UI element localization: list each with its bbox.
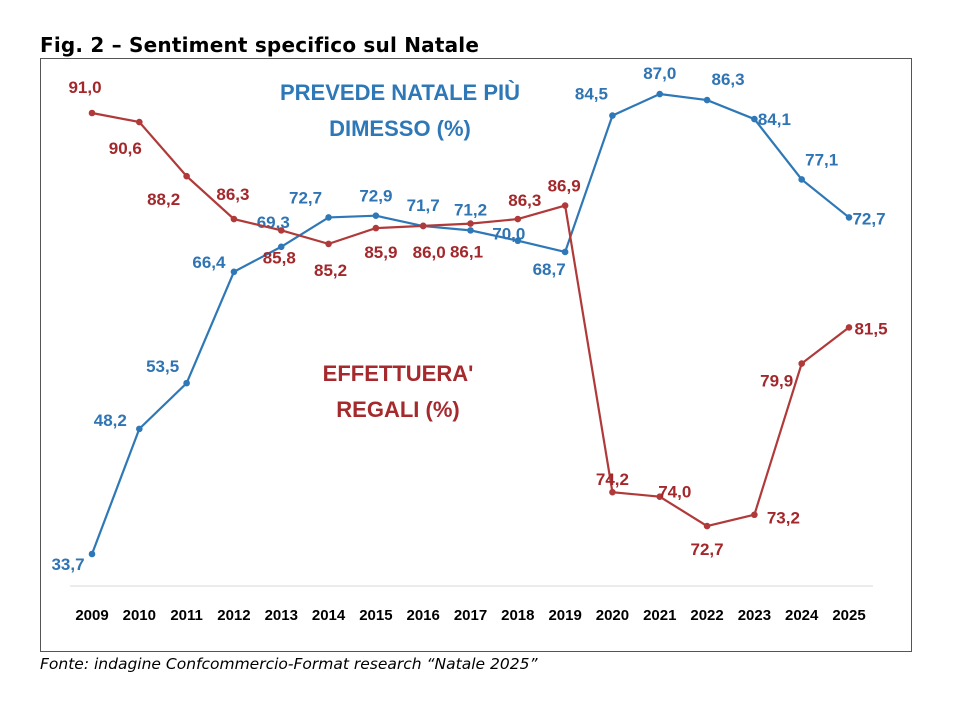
data-point (845, 324, 853, 331)
data-point (514, 215, 522, 223)
data-point (467, 220, 474, 227)
x-tick-label: 2013 (265, 607, 298, 624)
data-label: 72,9 (359, 187, 392, 206)
data-label: 74,0 (658, 483, 691, 502)
data-point (230, 268, 238, 276)
data-label: 66,4 (192, 253, 226, 272)
data-label: 88,2 (147, 190, 180, 209)
data-point (183, 172, 190, 180)
data-point (183, 379, 190, 387)
data-label: 84,5 (575, 85, 608, 104)
data-point (656, 90, 664, 98)
x-tick-label: 2023 (738, 607, 771, 624)
data-label: 86,3 (508, 191, 541, 210)
data-point (277, 227, 285, 234)
data-label: 71,2 (454, 200, 487, 219)
data-label: 86,1 (450, 243, 483, 262)
x-tick-label: 2019 (548, 607, 581, 624)
x-tick-label: 2015 (359, 607, 392, 624)
data-point (514, 237, 522, 245)
data-point (798, 176, 805, 183)
data-point (561, 202, 569, 209)
chart-frame (40, 58, 912, 652)
data-label: 81,5 (854, 319, 887, 338)
figure-title: Fig. 2 – Sentiment specifico sul Natale (40, 33, 480, 57)
data-label: 86,0 (413, 243, 446, 262)
data-label: 85,8 (263, 248, 296, 267)
data-point (751, 511, 758, 519)
x-tick-label: 2020 (596, 607, 629, 624)
data-point (88, 109, 96, 117)
x-tick-label: 2022 (690, 607, 723, 624)
data-point (88, 550, 96, 558)
source-note: Fonte: indagine Confcommercio-Format res… (40, 655, 538, 673)
data-label: 86,9 (548, 177, 581, 196)
data-point (845, 214, 853, 221)
data-point (372, 212, 380, 220)
data-label: 79,9 (760, 372, 793, 391)
data-label: 74,2 (596, 470, 629, 489)
series-name-blue-line2: DIMESSO (%) (329, 116, 471, 141)
data-label: 73,2 (767, 509, 800, 528)
series-name-red-line1: EFFETTUERA' (323, 361, 474, 386)
data-label: 48,2 (94, 411, 127, 430)
data-point (798, 360, 805, 367)
data-label: 71,7 (407, 196, 440, 215)
data-point (136, 425, 143, 433)
data-point (419, 222, 427, 230)
data-label: 85,9 (364, 243, 397, 262)
data-label: 86,3 (712, 70, 745, 89)
data-point (703, 522, 711, 530)
data-label: 87,0 (643, 64, 676, 83)
x-tick-label: 2011 (170, 607, 203, 624)
x-tick-label: 2025 (832, 607, 865, 624)
data-point (230, 215, 238, 223)
series-line-natale-dimesso (90, 92, 850, 555)
series-line-effettuera-regali (91, 111, 850, 528)
data-label: 72,7 (691, 540, 724, 559)
series-name-red-line2: REGALI (%) (336, 397, 459, 422)
x-tick-label: 2010 (123, 607, 156, 624)
data-label: 85,2 (314, 261, 347, 280)
data-point (561, 248, 569, 256)
series-name-blue-line1: PREVEDE NATALE PIÙ (280, 80, 520, 105)
data-label: 53,5 (146, 357, 179, 376)
data-label: 72,7 (289, 188, 322, 207)
x-tick-label: 2009 (75, 607, 108, 624)
data-point (372, 224, 380, 232)
data-label: 86,3 (216, 185, 249, 204)
x-tick-label: 2017 (454, 607, 487, 624)
data-point (609, 488, 616, 496)
data-point (277, 243, 285, 251)
data-label: 72,7 (852, 209, 885, 228)
data-label: 84,1 (758, 110, 791, 129)
data-point (703, 96, 711, 104)
data-point (136, 118, 143, 126)
x-tick-label: 2012 (217, 607, 250, 624)
x-tick-label: 2021 (643, 607, 676, 624)
data-point (325, 214, 332, 221)
x-tick-label: 2024 (785, 607, 819, 624)
data-point (751, 115, 758, 123)
data-point (609, 112, 616, 119)
x-tick-label: 2018 (501, 607, 534, 624)
data-point (656, 493, 664, 500)
data-point (325, 240, 332, 248)
x-tick-label: 2016 (407, 607, 440, 624)
data-label: 70,0 (492, 225, 525, 244)
data-label: 68,7 (533, 260, 566, 279)
data-label: 90,6 (109, 139, 142, 158)
data-label: 77,1 (805, 150, 838, 169)
data-label: 33,7 (51, 555, 84, 574)
x-tick-label: 2014 (312, 607, 346, 624)
data-label: 91,0 (68, 78, 101, 97)
data-point (467, 227, 474, 234)
